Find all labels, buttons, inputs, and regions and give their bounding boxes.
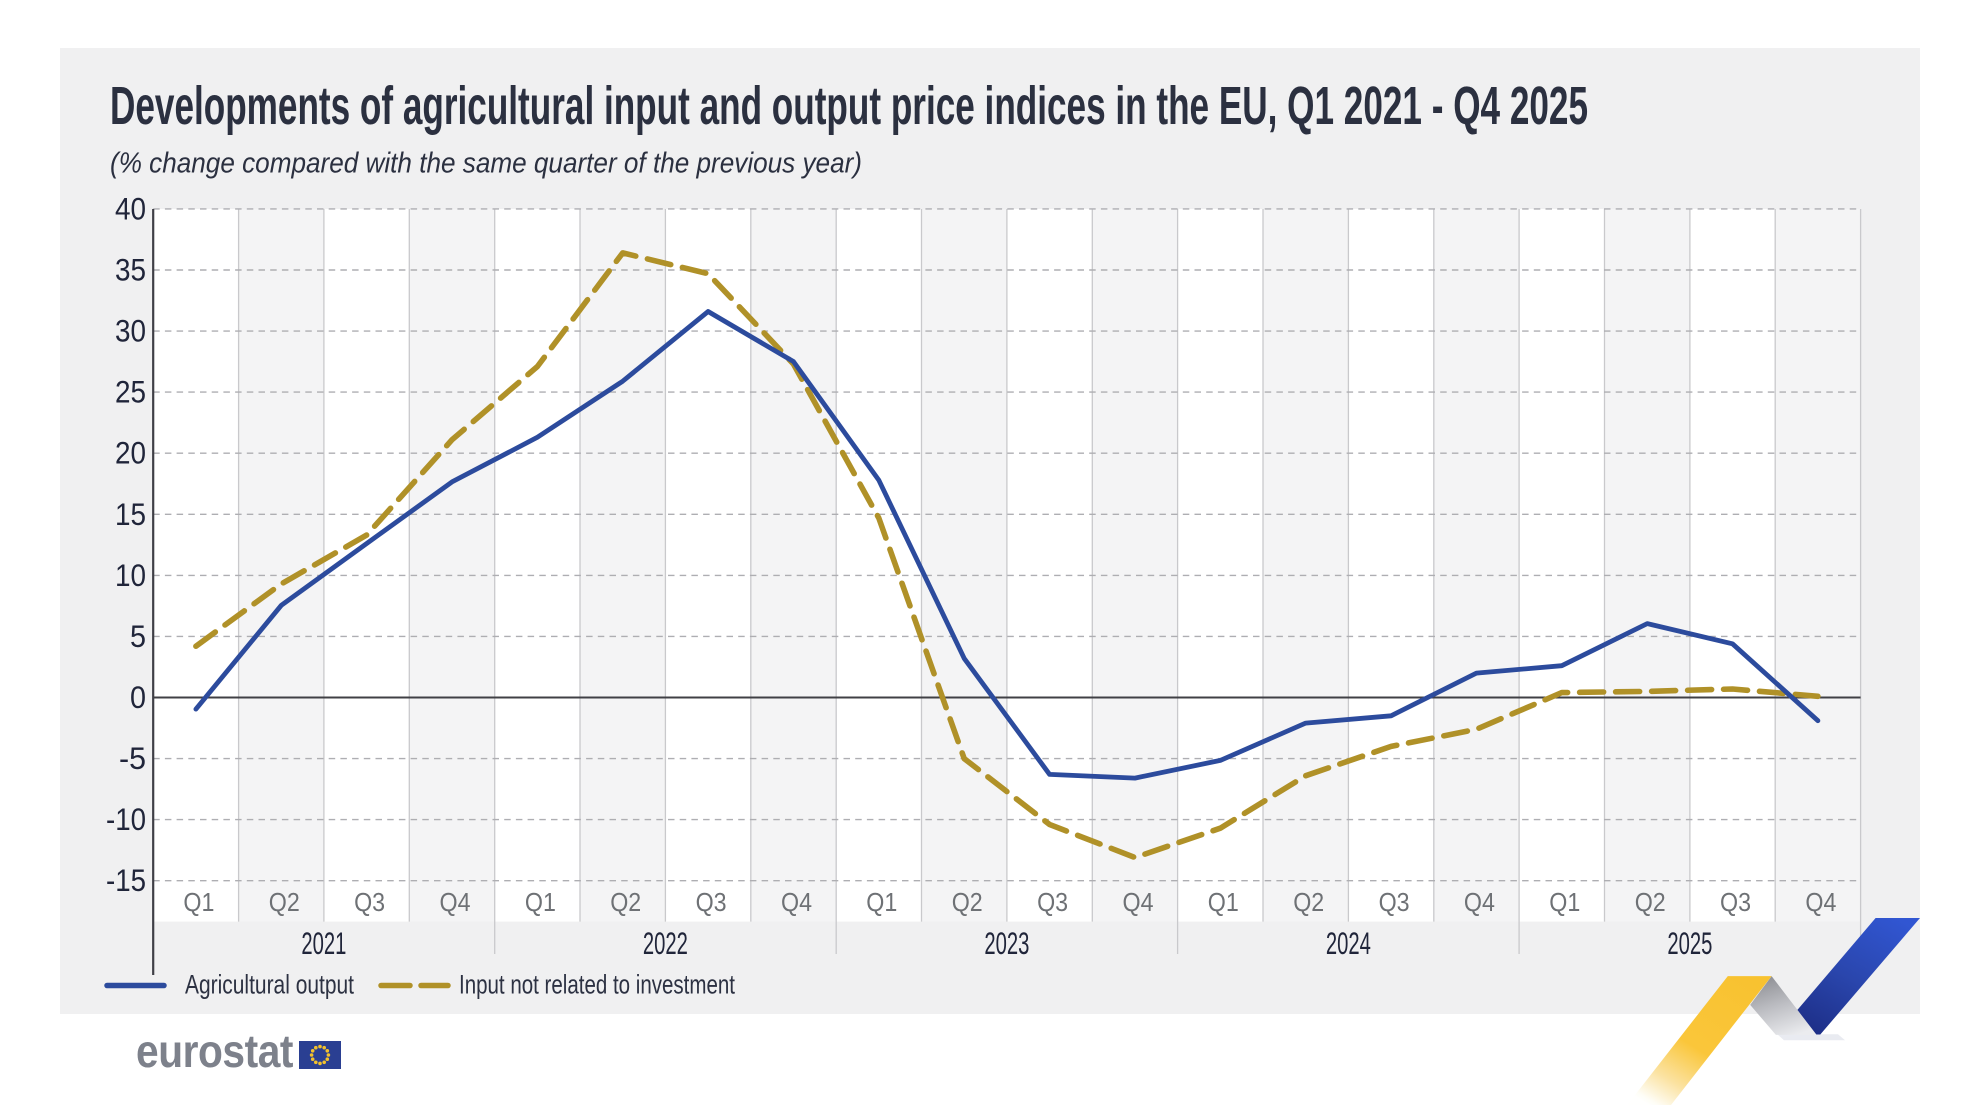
svg-text:2025: 2025 — [1667, 925, 1712, 961]
svg-text:-5: -5 — [119, 740, 146, 776]
svg-text:Q2: Q2 — [1635, 887, 1666, 917]
svg-text:Q1: Q1 — [183, 887, 214, 917]
svg-text:35: 35 — [115, 252, 146, 288]
svg-text:Q3: Q3 — [354, 887, 385, 917]
svg-text:Q3: Q3 — [1379, 887, 1410, 917]
svg-text:0: 0 — [130, 679, 146, 715]
svg-text:2022: 2022 — [643, 925, 688, 961]
svg-text:Q1: Q1 — [525, 887, 556, 917]
svg-text:-10: -10 — [106, 801, 146, 837]
svg-text:Q2: Q2 — [269, 887, 300, 917]
svg-text:20: 20 — [115, 435, 146, 471]
svg-text:40: 40 — [115, 190, 146, 226]
svg-text:Q4: Q4 — [1805, 887, 1836, 917]
svg-text:eurostat: eurostat — [136, 1027, 293, 1078]
svg-text:(% change compared with the sa: (% change compared with the same quarter… — [110, 148, 862, 180]
svg-text:Input not related to investmen: Input not related to investment — [459, 970, 735, 1000]
svg-text:Q1: Q1 — [866, 887, 897, 917]
svg-text:Q1: Q1 — [1549, 887, 1580, 917]
svg-text:30: 30 — [115, 313, 146, 349]
svg-text:10: 10 — [115, 557, 146, 593]
svg-text:2021: 2021 — [301, 925, 346, 961]
svg-text:Agricultural output: Agricultural output — [185, 970, 355, 1000]
svg-text:Q3: Q3 — [1037, 887, 1068, 917]
svg-text:Q2: Q2 — [952, 887, 983, 917]
svg-text:-15: -15 — [106, 862, 146, 898]
svg-text:Q1: Q1 — [1208, 887, 1239, 917]
svg-text:Q4: Q4 — [1123, 887, 1154, 917]
svg-text:25: 25 — [115, 374, 146, 410]
svg-text:2024: 2024 — [1326, 925, 1371, 961]
svg-text:Q4: Q4 — [781, 887, 812, 917]
svg-text:Q3: Q3 — [1720, 887, 1751, 917]
svg-text:2023: 2023 — [984, 925, 1029, 961]
svg-text:Developments of agricultural i: Developments of agricultural input and o… — [110, 76, 1588, 136]
svg-text:5: 5 — [130, 618, 146, 654]
svg-text:Q3: Q3 — [696, 887, 727, 917]
svg-text:Q2: Q2 — [1293, 887, 1324, 917]
svg-text:Q4: Q4 — [440, 887, 471, 917]
svg-text:Q4: Q4 — [1464, 887, 1495, 917]
svg-text:15: 15 — [115, 496, 146, 532]
svg-text:Q2: Q2 — [610, 887, 641, 917]
